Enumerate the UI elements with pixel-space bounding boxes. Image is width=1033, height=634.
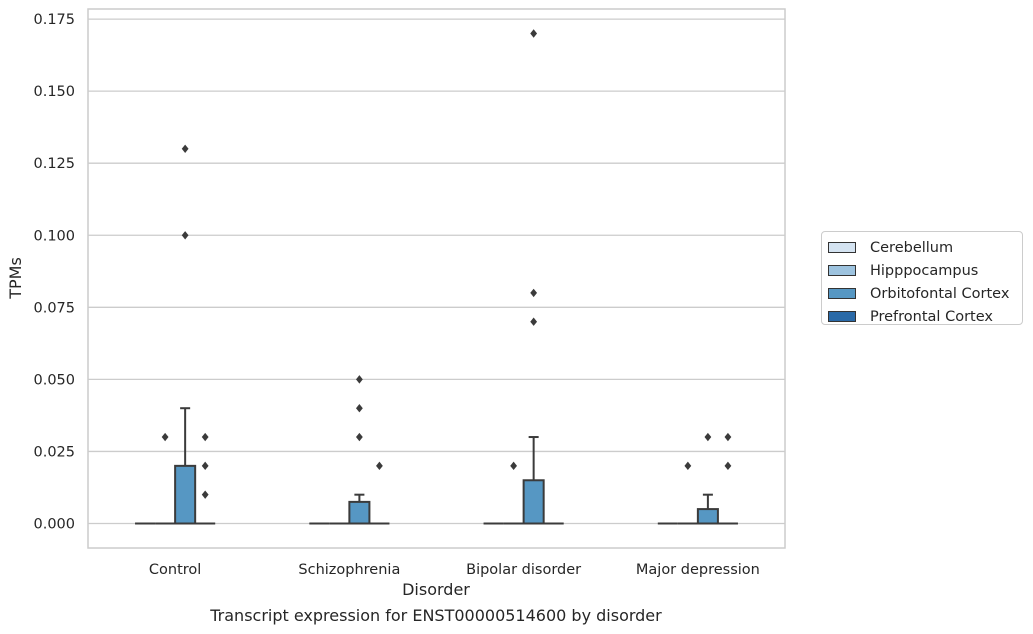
box-body: [522, 479, 545, 525]
outlier-point: [181, 144, 189, 153]
x-tick-label: Bipolar disorder: [466, 562, 581, 578]
legend-label: Hipppocampus: [870, 262, 979, 279]
x-axis-label: Disorder: [402, 580, 470, 599]
y-tick-label: 0.150: [33, 84, 75, 100]
outlier-point: [355, 432, 363, 442]
legend-swatch: [828, 265, 856, 276]
y-tick-label: 0.125: [33, 156, 75, 172]
box-group: [369, 461, 390, 525]
outlier-point: [201, 432, 209, 442]
box-body: [348, 500, 371, 525]
outlier-point: [201, 461, 209, 471]
legend-item: Orbitofontal Cortex: [828, 282, 1022, 305]
legend-label: Cerebellum: [870, 239, 954, 256]
y-tick-label: 0.175: [33, 12, 75, 28]
outlier-point: [684, 461, 692, 471]
box-group: [155, 432, 176, 525]
y-tick-label: 0.050: [33, 372, 75, 388]
chart-caption: Transcript expression for ENST0000051460…: [210, 606, 662, 625]
legend-swatch: [828, 242, 856, 253]
box-plot-marks: [135, 29, 738, 525]
y-tick-label: 0.100: [33, 228, 75, 244]
x-tick-label: Major depression: [636, 562, 760, 578]
x-tick-label: Control: [149, 562, 201, 578]
box-group: [677, 461, 698, 525]
outlier-point: [530, 29, 538, 38]
x-tick-label: Schizophrenia: [298, 562, 400, 578]
box-group: [195, 432, 216, 525]
legend-item: Prefrontal Cortex: [828, 305, 1022, 328]
y-tick-label: 0.025: [33, 444, 75, 460]
outlier-point: [161, 432, 169, 442]
box-group: [522, 29, 545, 525]
box-group: [503, 461, 524, 525]
y-axis-label: TPMs: [6, 257, 25, 300]
outlier-point: [510, 461, 518, 471]
outlier-point: [704, 432, 712, 442]
outlier-point: [530, 288, 538, 298]
legend-item: Hipppocampus: [828, 259, 1022, 282]
y-tick-label: 0.000: [33, 517, 75, 533]
outlier-point: [724, 461, 732, 471]
outlier-point: [181, 231, 189, 240]
box-body: [696, 508, 719, 525]
box-group: [717, 432, 738, 525]
outlier-point: [355, 375, 363, 384]
box-body: [174, 464, 197, 525]
chart-legend: Cerebellum Hipppocampus Orbitofontal Corte…: [821, 231, 1023, 325]
legend-label: Prefrontal Cortex: [870, 308, 993, 325]
outlier-point: [724, 432, 732, 442]
y-axis-ticks: 0.000 0.025 0.050 0.075 0.100 0.125 0.150 0.175: [33, 12, 75, 532]
outlier-point: [376, 461, 383, 471]
plot-frame: [87, 8, 786, 549]
legend-swatch: [828, 311, 856, 322]
box-group: [696, 432, 719, 525]
legend-label: Orbitofontal Cortex: [870, 285, 1010, 302]
x-axis-ticks: Control Schizophrenia Bipolar disorder Majo…: [149, 562, 760, 578]
legend-swatch: [828, 288, 856, 299]
outlier-point: [530, 317, 538, 326]
box-group: [348, 375, 371, 525]
grid-lines: [88, 18, 785, 525]
box-group: [174, 144, 197, 525]
outlier-point: [355, 404, 363, 413]
y-tick-label: 0.075: [33, 300, 75, 316]
outlier-point: [201, 490, 209, 499]
legend-item: Cerebellum: [828, 236, 1022, 259]
